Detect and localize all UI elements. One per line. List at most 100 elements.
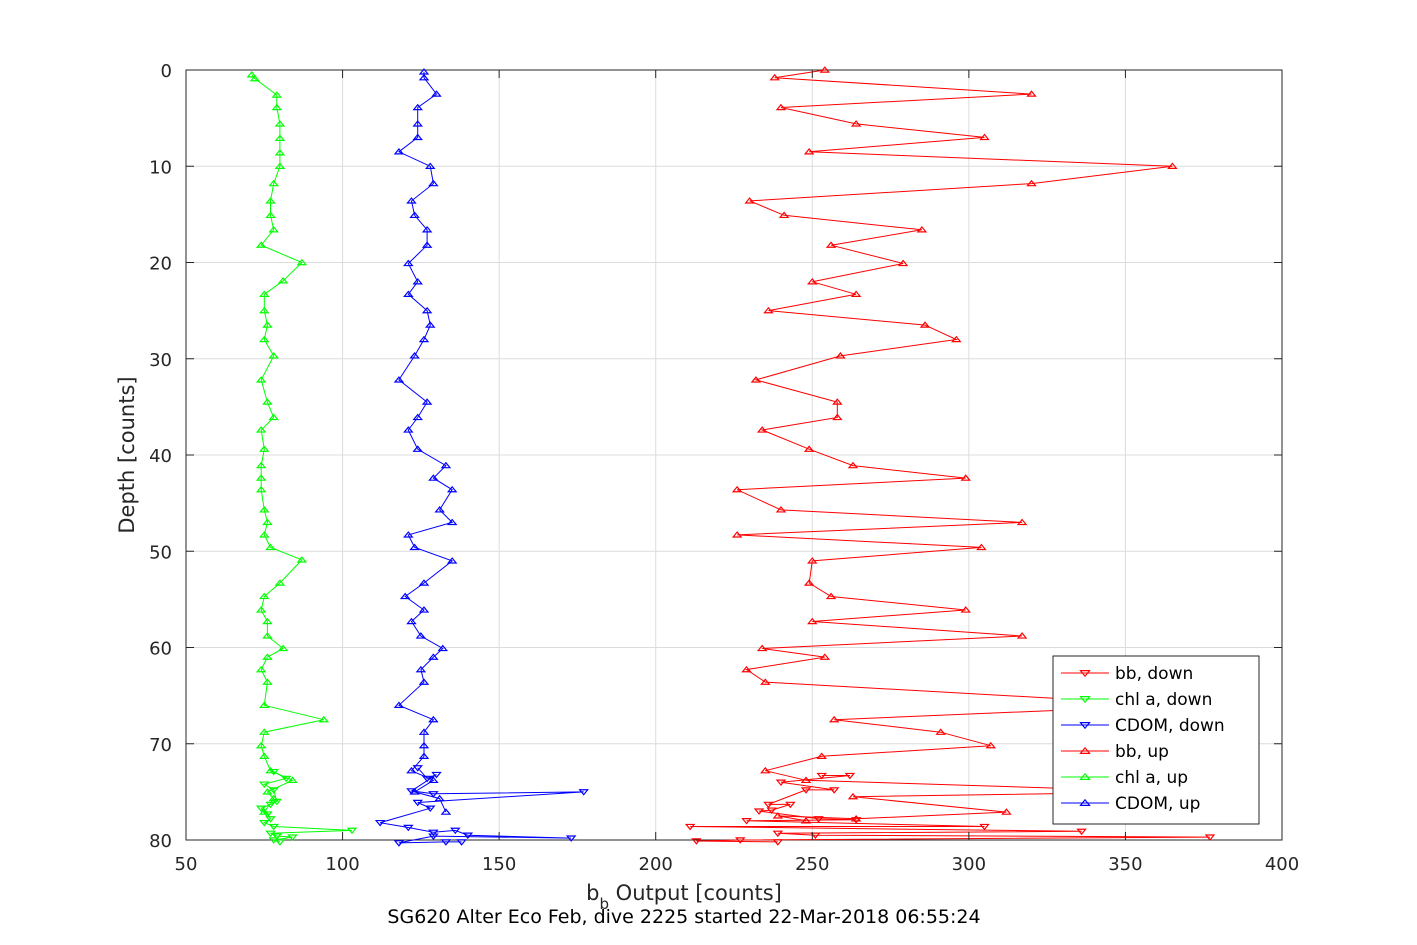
data-point (421, 225, 433, 233)
y-tick-label: 60 (149, 639, 172, 660)
series-2 (374, 765, 589, 847)
data-point (800, 816, 812, 824)
legend-item: chl a, down (1061, 690, 1212, 710)
data-point (265, 211, 276, 219)
y-tick-label: 30 (149, 350, 172, 371)
data-point (296, 556, 308, 563)
data-point (772, 839, 784, 846)
data-point (403, 426, 414, 433)
data-point (259, 445, 270, 452)
data-point (274, 120, 286, 127)
data-point (415, 632, 427, 639)
data-point (897, 259, 909, 267)
data-point (259, 781, 270, 788)
data-point (807, 617, 818, 625)
x-axis-label-main: b (586, 881, 599, 905)
data-point (772, 812, 784, 819)
data-point (259, 306, 270, 314)
data-point (847, 792, 859, 800)
series-line (251, 74, 324, 813)
data-point (741, 665, 752, 673)
data-point (431, 771, 442, 779)
data-series (246, 66, 1216, 847)
data-point (287, 776, 298, 784)
data-point (259, 808, 270, 815)
y-tick-label: 50 (149, 542, 172, 563)
data-point (428, 653, 439, 660)
data-point (450, 827, 461, 835)
data-point (255, 606, 267, 613)
data-point (418, 678, 430, 685)
data-point (262, 632, 273, 639)
data-point (271, 103, 283, 111)
data-point (428, 474, 439, 481)
data-point (255, 241, 267, 248)
data-point (1026, 90, 1037, 97)
y-axis-label: Depth [counts] (115, 376, 139, 533)
data-point (318, 715, 330, 723)
data-point (1204, 834, 1216, 841)
series-line (379, 767, 584, 844)
data-point (985, 741, 997, 749)
data-point (763, 801, 774, 809)
data-point (760, 678, 771, 685)
data-point (803, 148, 815, 155)
data-point (753, 808, 765, 815)
x-axis-label: bb Output [counts] (586, 881, 782, 913)
data-point (807, 557, 818, 564)
data-point (766, 807, 777, 814)
data-point (255, 376, 267, 383)
data-point (691, 838, 702, 845)
data-point (769, 73, 780, 81)
data-point (935, 728, 946, 735)
data-point (1001, 808, 1012, 815)
data-point (262, 678, 273, 685)
series-line (397, 71, 454, 813)
data-point (274, 134, 286, 142)
data-point (960, 474, 971, 481)
data-point (816, 752, 827, 759)
data-point (785, 801, 796, 809)
data-point (403, 290, 414, 297)
data-point (265, 816, 276, 823)
x-tick-label: 50 (175, 854, 198, 875)
data-point (778, 211, 790, 219)
data-point (1026, 179, 1037, 187)
series-5 (393, 68, 458, 815)
data-point (262, 617, 273, 625)
data-point (346, 827, 358, 835)
x-tick-label: 400 (1265, 854, 1299, 875)
data-point (277, 644, 289, 652)
data-point (421, 241, 433, 248)
data-point (850, 290, 862, 297)
data-point (403, 259, 414, 267)
data-point (428, 179, 439, 187)
x-tick-label: 250 (795, 854, 829, 875)
y-tick-label: 0 (161, 61, 172, 82)
data-point (255, 461, 267, 469)
data-point (919, 321, 931, 328)
x-tick-label: 350 (1108, 854, 1142, 875)
data-point (816, 772, 827, 780)
data-point (440, 839, 452, 846)
data-point (255, 741, 267, 749)
legend-label: CDOM, up (1115, 794, 1200, 814)
data-point (850, 815, 862, 822)
data-point (259, 819, 270, 827)
data-point (835, 352, 846, 359)
x-tick-label: 300 (952, 854, 986, 875)
series-line (736, 69, 1179, 822)
data-point (744, 197, 755, 204)
data-point (412, 103, 423, 111)
data-point (274, 579, 286, 586)
data-point (803, 579, 815, 586)
data-point (393, 376, 405, 383)
data-point (434, 506, 445, 513)
legend-marker (1079, 772, 1091, 780)
legend-item: CDOM, down (1061, 716, 1225, 736)
data-point (428, 829, 439, 837)
data-point (406, 617, 417, 625)
data-point (431, 90, 442, 97)
data-point (403, 531, 414, 538)
data-point (418, 579, 430, 586)
